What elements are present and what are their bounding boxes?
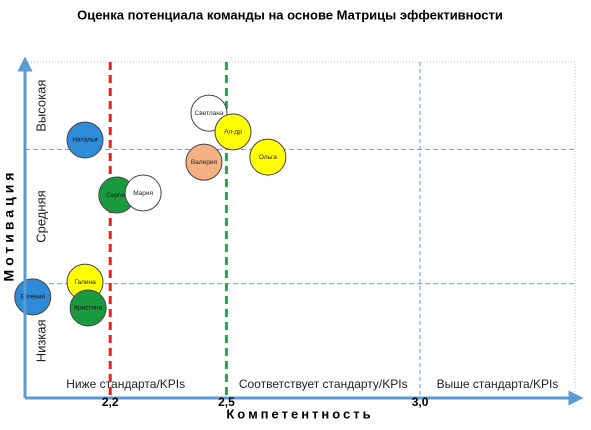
person-bubble <box>185 143 223 181</box>
person-name: Галина <box>74 279 96 286</box>
x-axis-label: Компетентность <box>226 406 373 421</box>
plot: Низкая Средняя Высокая Ниже стандарта/KPIs С… <box>14 62 575 398</box>
x-tick-label: 2,5 <box>218 395 235 409</box>
person-name: Наталья <box>72 137 98 144</box>
x-band-label: Выше стандарта/KPIs <box>437 377 559 391</box>
x-band-label: Ниже стандарта/KPIs <box>66 377 185 391</box>
person-name: Мария <box>133 190 153 197</box>
x-tick-label: 3,0 <box>412 395 429 409</box>
person-bubble <box>214 113 252 151</box>
person-bubble <box>66 121 104 159</box>
x-band-label: Соответствует стандарту/KPIs <box>239 377 408 391</box>
person-name: Евгений <box>21 293 46 301</box>
chart-title: Оценка потенциала команды на основе Матр… <box>77 7 503 22</box>
person-name: Валерия <box>191 159 218 166</box>
person-name: Ольга <box>259 154 277 161</box>
y-band-label: Высокая <box>33 80 48 132</box>
x-tick-label: 2,2 <box>102 395 119 409</box>
person-name: Светлана <box>195 110 224 117</box>
y-band-label: Низкая <box>33 319 48 362</box>
person-name: Сергей <box>106 191 128 199</box>
plot-frame <box>24 61 576 399</box>
y-axis-label: Мотивация <box>1 169 17 282</box>
person-name: Ал-др <box>224 129 242 136</box>
y-band-label: Средняя <box>33 190 48 242</box>
person-bubble <box>249 138 287 176</box>
person-name: Кристина <box>74 305 102 312</box>
person-bubble <box>69 289 107 327</box>
person-bubble <box>124 174 162 212</box>
